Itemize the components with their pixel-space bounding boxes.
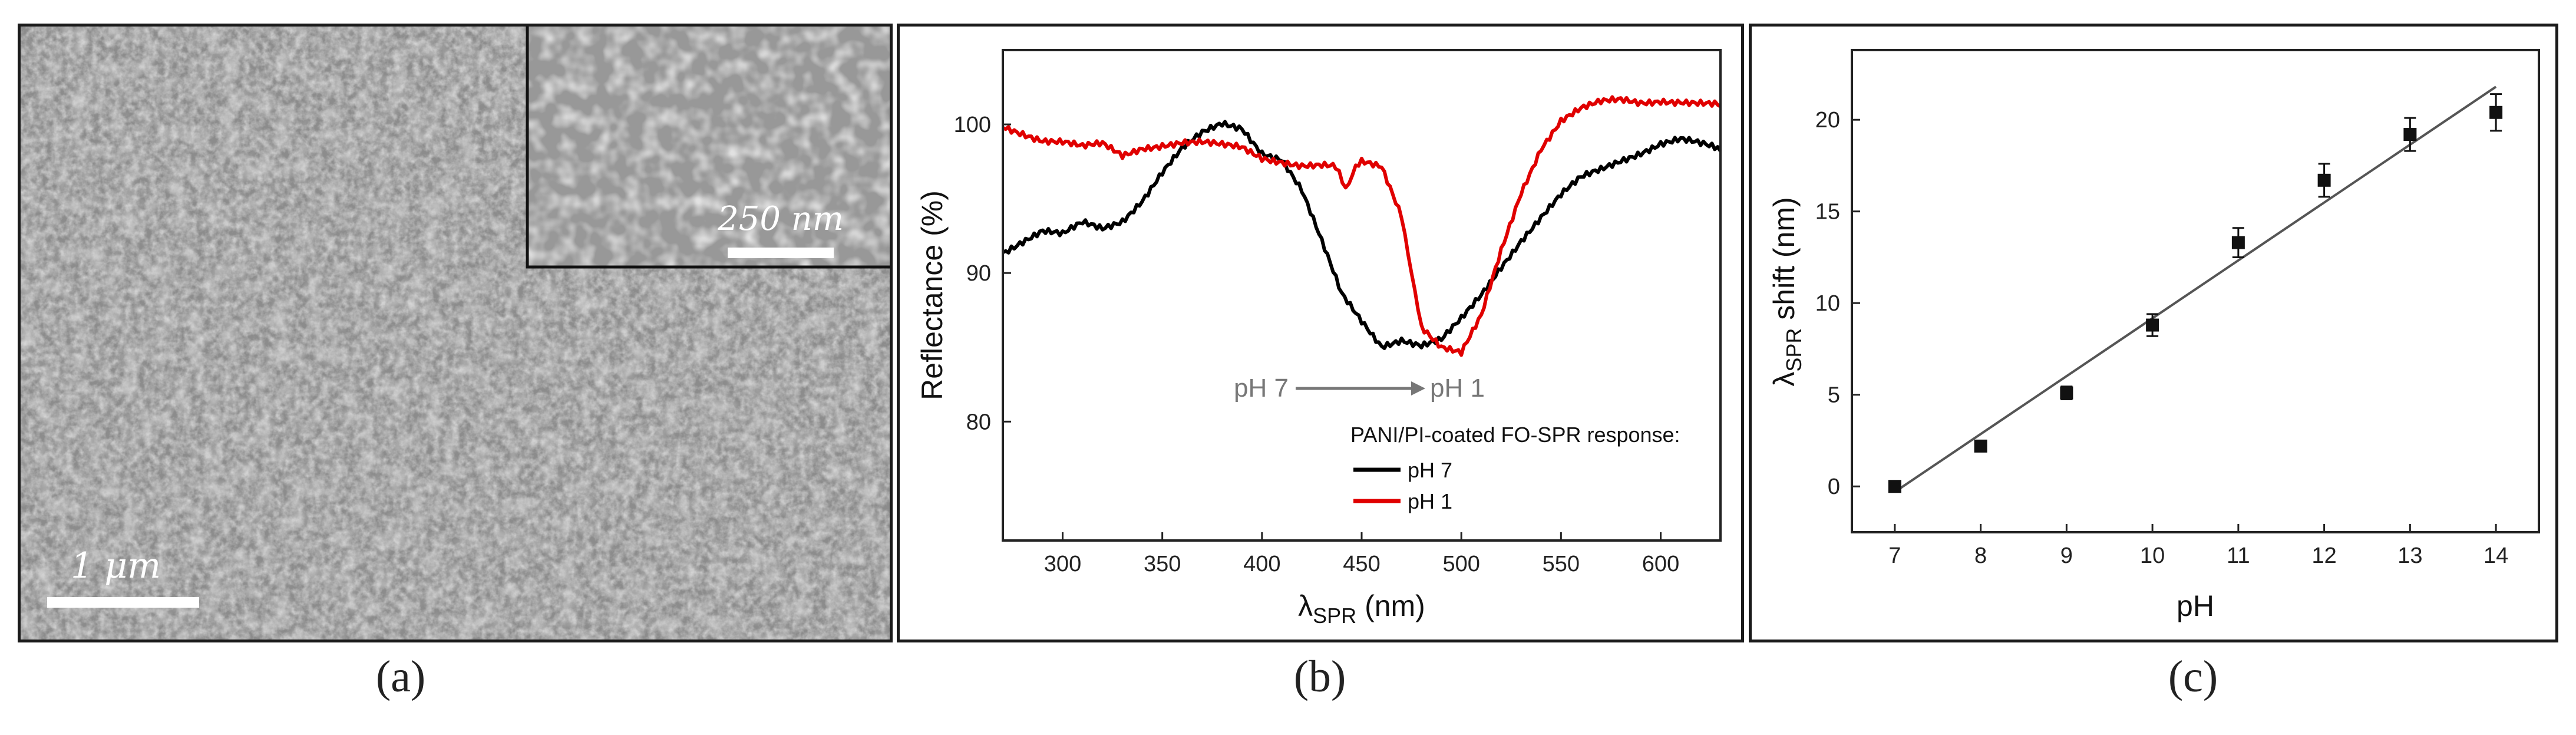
y-tick-label: 80 [966, 410, 991, 434]
y-tick-label: 90 [966, 261, 991, 286]
caption-c: (c) [2168, 652, 2218, 701]
y-tick-label: 100 [954, 113, 991, 137]
data-point [1974, 439, 1987, 453]
x-tick-label: 8 [1974, 543, 1987, 568]
reflectance-panel: 300 350 400 450 500 550 600 80 90 100 pH 7 pH 1 P… [897, 24, 1744, 642]
x-axis-label: λSPR (nm) [1298, 589, 1425, 628]
series-line-ph-7 [1002, 120, 1722, 350]
main-scale-bar [47, 597, 199, 608]
annotation-arrowhead [1411, 381, 1425, 395]
annotation-left: pH 7 [1234, 374, 1289, 403]
sem-inset: 250 nm [526, 22, 894, 269]
x-tick-label: 500 [1442, 552, 1479, 576]
plot-frame [1002, 49, 1722, 542]
x-tick-label: 14 [2483, 543, 2508, 568]
main-scale-label: 1 μm [71, 545, 161, 586]
data-point [2231, 236, 2245, 249]
data-point [2317, 173, 2331, 187]
plot-frame [1851, 49, 2540, 533]
y-axis-label: λSPR shift (nm) [1768, 197, 1806, 386]
x-tick-label: 9 [2060, 543, 2073, 568]
legend-label-ph1: pH 1 [1408, 489, 1452, 513]
annotation-right: pH 1 [1430, 374, 1485, 403]
y-tick-label: 20 [1815, 108, 1840, 133]
inset-scale-label: 250 nm [717, 200, 844, 238]
x-axis-label: pH [2177, 589, 2214, 622]
x-tick-label: 550 [1543, 552, 1580, 576]
inset-scale-bar [728, 248, 834, 258]
series-line-ph-1 [1002, 95, 1722, 357]
data-point [2060, 386, 2073, 400]
x-tick-label: 12 [2311, 543, 2336, 568]
x-tick-label: 11 [2227, 543, 2250, 568]
data-point [2489, 106, 2503, 119]
sem-image: 250 nm 1 μm [21, 22, 894, 640]
legend-label-ph7: pH 7 [1408, 458, 1452, 482]
shift-chart: 7 8 9 10 11 12 13 14 0 5 10 15 20 λSPR shift (nm) pH [1768, 49, 2540, 622]
shift-panel: 7 8 9 10 11 12 13 14 0 5 10 15 20 λSPR shift (nm) pH [1749, 24, 2558, 642]
sem-panel: 250 nm 1 μm [18, 22, 894, 642]
caption-a: (a) [375, 652, 426, 701]
data-point [2403, 128, 2417, 141]
x-tick-label: 7 [1888, 543, 1901, 568]
x-tick-label: 600 [1642, 552, 1679, 576]
legend-title: PANI/PI-coated FO-SPR response: [1350, 423, 1680, 447]
legend: PANI/PI-coated FO-SPR response: pH 7 pH … [1350, 423, 1680, 513]
y-tick-label: 15 [1815, 200, 1840, 225]
x-tick-label: 13 [2397, 543, 2422, 568]
x-tick-label: 300 [1044, 552, 1081, 576]
y-axis-label: Reflectance (%) [916, 190, 949, 400]
y-tick-label: 5 [1828, 383, 1840, 408]
x-tick-label: 10 [2140, 543, 2165, 568]
data-point [2146, 318, 2159, 332]
caption-b: (b) [1293, 652, 1346, 701]
y-tick-label: 0 [1828, 474, 1840, 499]
data-point [1888, 480, 1901, 493]
x-tick-label: 400 [1243, 552, 1280, 576]
x-tick-label: 450 [1343, 552, 1380, 576]
reflectance-chart: 300 350 400 450 500 550 600 80 90 100 pH 7 pH 1 P… [916, 49, 1722, 628]
fit-line [1894, 85, 2497, 493]
x-tick-label: 350 [1144, 552, 1181, 576]
y-tick-label: 10 [1815, 291, 1840, 316]
